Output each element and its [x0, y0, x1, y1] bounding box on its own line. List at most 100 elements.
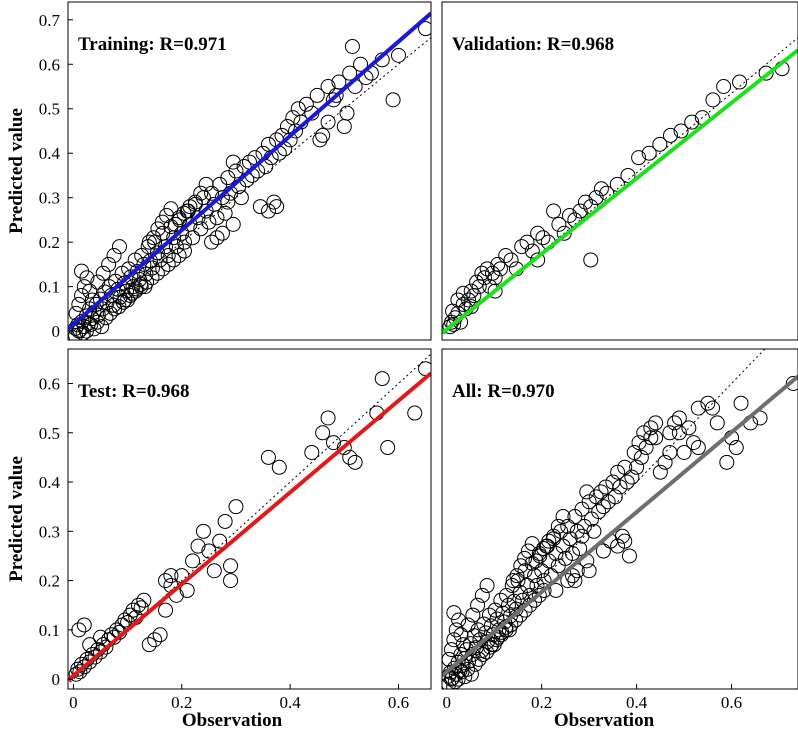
data-point — [686, 435, 702, 451]
data-point — [133, 276, 149, 292]
data-point — [124, 285, 140, 301]
data-point — [320, 114, 336, 130]
data-point — [492, 261, 508, 277]
data-point — [463, 283, 479, 299]
data-point — [510, 573, 526, 589]
data-point — [513, 558, 529, 574]
data-point — [633, 449, 649, 465]
data-point — [662, 425, 678, 441]
data-point — [528, 553, 544, 569]
data-point — [315, 127, 331, 143]
data-point — [141, 637, 157, 653]
data-point — [662, 444, 678, 460]
data-point — [503, 252, 519, 268]
data-point — [484, 265, 500, 281]
data-point — [539, 538, 555, 554]
data-point — [506, 593, 522, 609]
data-point — [176, 205, 192, 221]
data-point — [733, 395, 749, 411]
data-point — [89, 314, 105, 330]
data-point — [260, 203, 276, 219]
data-point — [476, 616, 492, 632]
data-point — [536, 582, 552, 598]
data-point — [180, 203, 196, 219]
data-point — [617, 533, 633, 549]
data-point — [700, 395, 716, 411]
data-point — [342, 65, 358, 81]
data-point — [457, 669, 473, 685]
data-point — [562, 207, 578, 223]
data-point — [581, 563, 597, 579]
data-point — [353, 56, 369, 72]
panel-title-training: Training: R=0.971 — [78, 34, 227, 55]
data-point — [158, 239, 174, 255]
data-point — [163, 568, 179, 584]
plot-area — [442, 36, 798, 337]
data-point — [160, 248, 176, 263]
data-point — [217, 205, 233, 221]
data-point — [344, 38, 360, 54]
panel-title-test: Test: R=0.968 — [78, 381, 189, 402]
data-point — [530, 252, 546, 268]
data-point — [479, 261, 495, 277]
panel-title-all: All: R=0.970 — [452, 381, 555, 402]
data-point — [509, 568, 525, 584]
data-point — [479, 578, 495, 594]
data-point — [460, 617, 476, 633]
data-point — [595, 499, 611, 515]
data-point — [336, 440, 352, 456]
data-point — [716, 79, 732, 94]
regression-line — [442, 374, 798, 678]
plot-area — [68, 11, 431, 340]
plot-area — [442, 349, 798, 689]
data-point — [534, 563, 550, 579]
data-point — [141, 234, 157, 250]
data-point — [500, 597, 516, 613]
data-point — [493, 592, 509, 608]
data-point — [705, 400, 721, 416]
data-point — [624, 469, 640, 485]
data-point — [137, 279, 153, 295]
data-point — [595, 543, 611, 559]
y-tick-label: 0.4 — [39, 144, 61, 163]
data-point — [166, 252, 182, 268]
data-point — [579, 484, 595, 500]
panel-test: 0 0.1 0.2 0.3 0.4 0.5 0.6 0 0.2 0.4 0.6 Test: R=0.9… — [39, 348, 432, 712]
data-point — [74, 263, 90, 279]
data-point — [325, 435, 341, 451]
data-point — [652, 464, 668, 480]
data-point — [147, 632, 163, 648]
data-point — [390, 47, 406, 63]
data-point — [719, 454, 735, 470]
data-point — [111, 239, 127, 255]
data-point — [546, 203, 562, 219]
data-point — [152, 627, 168, 643]
data-point — [98, 639, 114, 655]
y-tick-label: 0.3 — [39, 522, 60, 541]
panel-training: 0 0.1 0.2 0.3 0.4 0.5 0.6 0.7 Training: R=0.971 — [39, 1, 432, 341]
data-point — [342, 449, 358, 465]
data-point — [648, 430, 664, 446]
plot-frame — [67, 1, 432, 341]
data-point — [160, 256, 176, 272]
data-point — [93, 644, 109, 660]
data-point — [75, 325, 91, 340]
data-point — [535, 230, 551, 246]
y-tick-label: 0.1 — [39, 621, 60, 640]
data-point — [374, 371, 390, 387]
data-point — [455, 285, 471, 301]
data-point — [94, 319, 110, 335]
data-point — [298, 96, 314, 112]
x-tick-label: 0.6 — [388, 693, 409, 712]
data-point — [115, 294, 131, 310]
data-point — [158, 573, 174, 589]
data-point — [117, 612, 133, 628]
data-point — [556, 225, 572, 241]
data-point — [588, 190, 604, 206]
data-point — [607, 489, 623, 505]
data-point — [690, 440, 706, 456]
y-tick-label: 0.7 — [39, 11, 61, 30]
x-axis-label-right: Observation — [554, 710, 655, 731]
data-point — [95, 265, 111, 281]
